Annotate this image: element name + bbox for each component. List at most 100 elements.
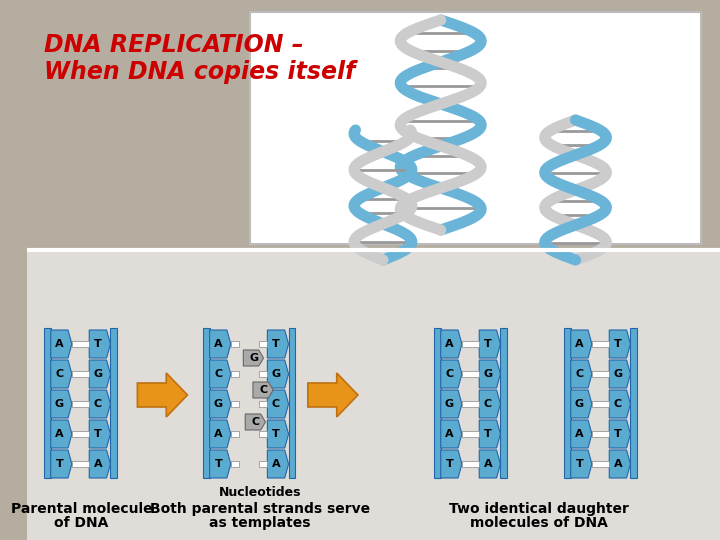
Polygon shape bbox=[267, 420, 289, 448]
Bar bbox=[258, 461, 267, 467]
Bar bbox=[434, 328, 441, 478]
Bar bbox=[231, 431, 240, 437]
Text: T: T bbox=[55, 459, 63, 469]
Text: T: T bbox=[94, 429, 102, 439]
Bar bbox=[258, 401, 267, 407]
Polygon shape bbox=[210, 450, 231, 478]
Text: G: G bbox=[214, 399, 222, 409]
Polygon shape bbox=[441, 390, 462, 418]
Bar bbox=[258, 431, 267, 437]
Bar bbox=[72, 431, 89, 437]
Bar bbox=[44, 328, 50, 478]
Text: T: T bbox=[215, 459, 222, 469]
Text: molecules of DNA: molecules of DNA bbox=[470, 516, 608, 530]
Bar bbox=[631, 328, 637, 478]
Text: of DNA: of DNA bbox=[54, 516, 109, 530]
Bar bbox=[592, 341, 609, 347]
Polygon shape bbox=[480, 360, 500, 388]
Text: A: A bbox=[94, 459, 102, 469]
Bar bbox=[72, 371, 89, 377]
Polygon shape bbox=[441, 450, 462, 478]
Bar bbox=[258, 371, 267, 377]
Text: C: C bbox=[446, 369, 454, 379]
Polygon shape bbox=[246, 414, 266, 430]
Bar bbox=[72, 341, 89, 347]
Bar bbox=[72, 401, 89, 407]
Polygon shape bbox=[210, 330, 231, 358]
Text: G: G bbox=[249, 353, 258, 363]
Polygon shape bbox=[480, 420, 500, 448]
Bar bbox=[231, 371, 240, 377]
Polygon shape bbox=[210, 420, 231, 448]
Text: G: G bbox=[445, 399, 454, 409]
Text: A: A bbox=[55, 339, 63, 349]
Polygon shape bbox=[609, 390, 631, 418]
Polygon shape bbox=[571, 360, 592, 388]
Polygon shape bbox=[441, 360, 462, 388]
Polygon shape bbox=[441, 330, 462, 358]
Polygon shape bbox=[267, 450, 289, 478]
Bar bbox=[462, 341, 480, 347]
Text: DNA REPLICATION –: DNA REPLICATION – bbox=[44, 33, 304, 57]
Polygon shape bbox=[210, 390, 231, 418]
Polygon shape bbox=[89, 420, 110, 448]
Polygon shape bbox=[210, 360, 231, 388]
Polygon shape bbox=[308, 373, 358, 417]
Bar bbox=[592, 371, 609, 377]
Text: A: A bbox=[214, 429, 222, 439]
Text: T: T bbox=[484, 339, 492, 349]
Text: C: C bbox=[484, 399, 492, 409]
Polygon shape bbox=[50, 450, 72, 478]
Text: A: A bbox=[484, 459, 492, 469]
Polygon shape bbox=[89, 450, 110, 478]
Polygon shape bbox=[609, 360, 631, 388]
Text: T: T bbox=[272, 429, 280, 439]
Text: C: C bbox=[614, 399, 622, 409]
FancyBboxPatch shape bbox=[27, 0, 720, 250]
Bar bbox=[500, 328, 507, 478]
Polygon shape bbox=[89, 390, 110, 418]
Polygon shape bbox=[50, 330, 72, 358]
Polygon shape bbox=[50, 420, 72, 448]
Text: C: C bbox=[575, 369, 583, 379]
Polygon shape bbox=[571, 390, 592, 418]
Text: A: A bbox=[445, 429, 454, 439]
Bar bbox=[564, 328, 571, 478]
Polygon shape bbox=[441, 420, 462, 448]
Polygon shape bbox=[609, 330, 631, 358]
Text: C: C bbox=[272, 399, 280, 409]
Polygon shape bbox=[50, 360, 72, 388]
Polygon shape bbox=[89, 360, 110, 388]
Bar bbox=[462, 401, 480, 407]
Text: G: G bbox=[575, 399, 584, 409]
Text: T: T bbox=[614, 429, 622, 439]
Bar bbox=[231, 341, 240, 347]
Text: A: A bbox=[445, 339, 454, 349]
Polygon shape bbox=[50, 390, 72, 418]
Text: T: T bbox=[484, 429, 492, 439]
Polygon shape bbox=[267, 390, 289, 418]
Polygon shape bbox=[571, 420, 592, 448]
Polygon shape bbox=[267, 330, 289, 358]
Text: T: T bbox=[272, 339, 280, 349]
Bar bbox=[231, 461, 240, 467]
Text: A: A bbox=[214, 339, 222, 349]
Text: as templates: as templates bbox=[209, 516, 310, 530]
Polygon shape bbox=[571, 330, 592, 358]
Text: G: G bbox=[483, 369, 492, 379]
Bar bbox=[110, 328, 117, 478]
Text: Parental molecule: Parental molecule bbox=[11, 502, 153, 516]
Text: A: A bbox=[271, 459, 280, 469]
Text: When DNA copies itself: When DNA copies itself bbox=[44, 60, 356, 84]
Text: C: C bbox=[94, 399, 102, 409]
Polygon shape bbox=[267, 360, 289, 388]
Text: T: T bbox=[94, 339, 102, 349]
Bar bbox=[289, 328, 295, 478]
Text: C: C bbox=[55, 369, 63, 379]
Text: A: A bbox=[575, 339, 584, 349]
Polygon shape bbox=[609, 420, 631, 448]
FancyBboxPatch shape bbox=[27, 250, 720, 540]
Bar bbox=[462, 461, 480, 467]
Bar bbox=[72, 461, 89, 467]
Text: G: G bbox=[55, 399, 64, 409]
